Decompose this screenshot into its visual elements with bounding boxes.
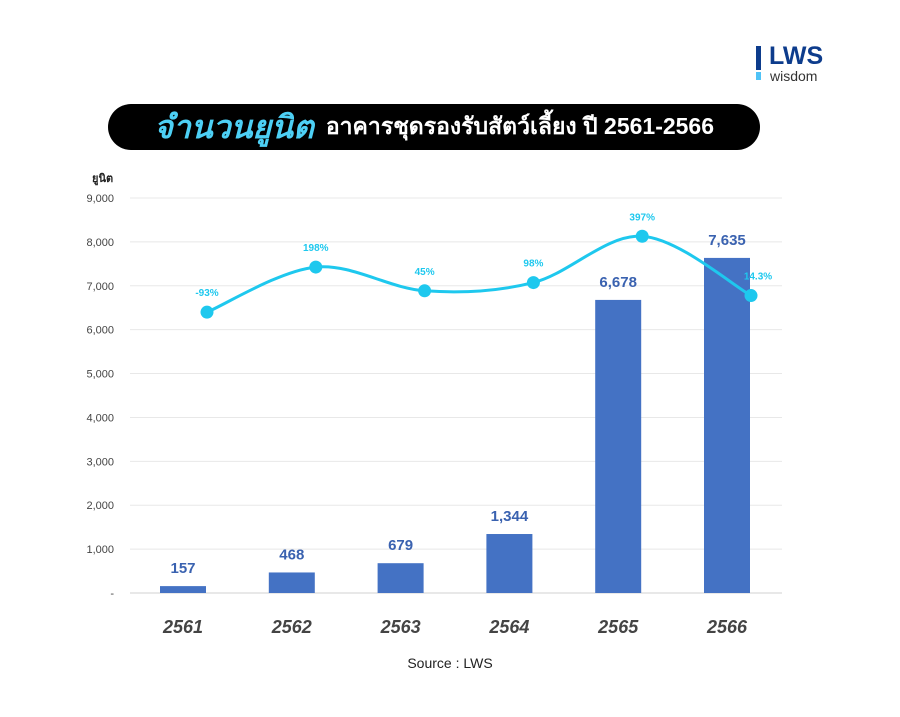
y-tick-label: 8,000: [86, 237, 114, 249]
growth-point: [526, 276, 540, 290]
lws-logo: LWS wisdom: [756, 42, 846, 86]
growth-point: [744, 289, 758, 303]
logo-subtext: wisdom: [770, 68, 818, 84]
logo-bar-accent: [756, 72, 761, 80]
bar-value-label: 679: [388, 537, 413, 554]
y-tick-label: 6,000: [86, 325, 114, 337]
growth-point: [635, 229, 649, 243]
x-tick-label: 2562: [271, 617, 312, 637]
source-note: Source : LWS: [407, 655, 493, 671]
growth-point: [418, 284, 432, 298]
bar-value-label: 1,344: [491, 508, 529, 525]
chart-title: จำนวนยูนิต อาคารชุดรองรับสัตว์เลี้ยง ปี …: [108, 104, 760, 150]
x-tick-label: 2563: [380, 617, 421, 637]
y-tick-label: 1,000: [86, 544, 114, 556]
y-tick-label: -: [110, 588, 114, 600]
growth-label: 98%: [523, 259, 543, 270]
title-rest: อาคารชุดรองรับสัตว์เลี้ยง ปี 2561-2566: [325, 113, 715, 139]
x-tick-label: 2565: [597, 617, 639, 637]
bar: [377, 563, 424, 593]
y-tick-label: 5,000: [86, 369, 114, 381]
bar: [268, 572, 315, 593]
y-tick-label: 4,000: [86, 412, 114, 424]
growth-label: 45%: [415, 267, 435, 278]
x-tick-label: 2561: [162, 617, 203, 637]
logo-text: LWS: [769, 42, 824, 70]
y-tick-label: 7,000: [86, 281, 114, 293]
bar-value-label: 468: [279, 546, 304, 563]
logo-bar: [756, 46, 761, 70]
growth-label: 397%: [629, 212, 655, 223]
growth-label: 198%: [303, 243, 329, 254]
bar: [486, 534, 533, 593]
growth-point: [200, 305, 214, 319]
bar-value-label: 6,678: [599, 274, 637, 291]
x-tick-label: 2566: [706, 617, 748, 637]
y-tick-label: 2,000: [86, 500, 114, 512]
x-tick-label: 2564: [488, 617, 529, 637]
title-highlight: จำนวนยูนิต: [153, 108, 314, 145]
bar: [704, 257, 750, 593]
y-tick-label: 3,000: [86, 456, 114, 468]
growth-label: 14.3%: [744, 272, 772, 283]
growth-label: -93%: [195, 288, 218, 299]
y-tick-label: 9,000: [86, 193, 114, 205]
y-axis-label: ยูนิต: [92, 172, 113, 186]
bar: [160, 586, 206, 593]
growth-point: [309, 260, 323, 274]
bar-value-label: 7,635: [708, 232, 746, 249]
bar-value-label: 157: [170, 560, 195, 577]
bar: [595, 299, 642, 593]
growth-line: [206, 234, 752, 314]
